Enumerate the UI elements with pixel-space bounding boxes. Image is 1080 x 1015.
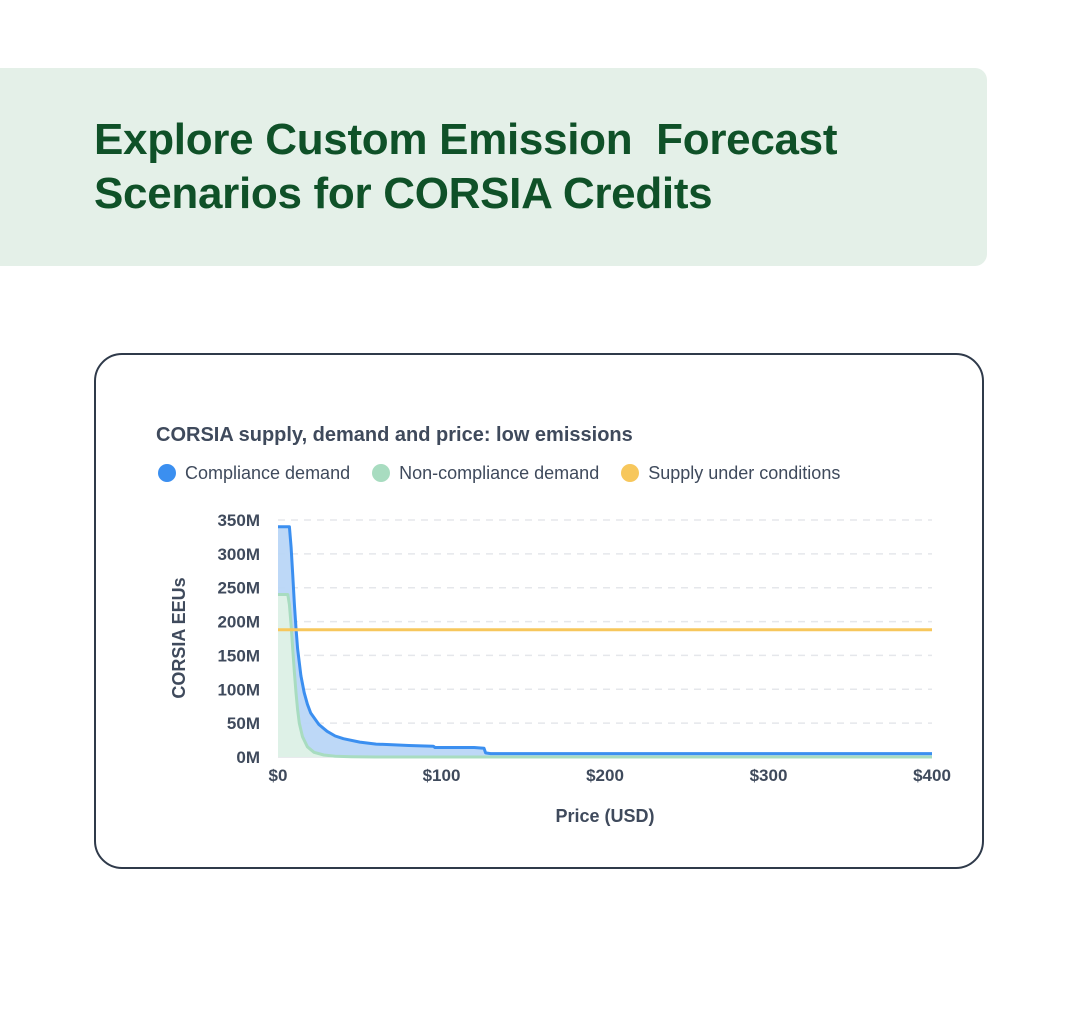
legend-label-supply: Supply under conditions [648,462,841,483]
chart-title: CORSIA supply, demand and price: low emi… [156,424,633,446]
hero-title: Explore Custom Emission Forecast Scenari… [94,113,974,221]
hero-title-line-2: Scenarios for CORSIA Credits [94,169,713,218]
series-layer [278,525,932,759]
y-tick-label: 350M [217,511,260,530]
legend-item-compliance[interactable]: Compliance demand [158,463,350,484]
legend-swatch-compliance [158,464,176,482]
y-axis-label: CORSIA EEUs [169,577,189,698]
legend-item-supply[interactable]: Supply under conditions [621,463,840,484]
y-tick-label: 50M [227,714,260,733]
legend-swatch-supply [621,464,640,482]
y-tick-label: 200M [217,613,260,632]
x-tick-label: $200 [586,766,624,785]
hero-title-line-1: Explore Custom Emission Forecast [94,115,838,164]
compliance-demand-line[interactable] [278,525,932,756]
y-tick-label: 0M [236,748,260,767]
x-tick-label: $400 [913,766,951,785]
x-tick-label: $0 [269,766,288,785]
chart-legend: Compliance demand Non-compliance demand … [158,462,862,484]
x-tick-label: $300 [750,766,788,785]
legend-label-non-compliance: Non-compliance demand [399,462,600,483]
hero-banner [0,68,987,266]
y-tick-label: 250M [217,579,260,598]
y-tick-label: 300M [217,545,260,564]
non-compliance-demand-line[interactable] [278,593,932,759]
legend-swatch-non-compliance [372,464,391,482]
axis-ticks: 0M 50M 100M 150M 200M 250M 300M 350M $0 $100 $200 $… [217,511,950,785]
y-tick-label: 100M [217,680,260,699]
chart-card [94,353,984,869]
x-axis-label: Price (USD) [555,806,654,826]
y-tick-label: 150M [217,646,260,665]
grid-lines [278,519,932,758]
x-tick-label: $100 [423,766,461,785]
legend-item-non-compliance[interactable]: Non-compliance demand [372,463,599,484]
non-compliance-demand-area [278,594,932,757]
legend-label-compliance: Compliance demand [185,462,351,483]
